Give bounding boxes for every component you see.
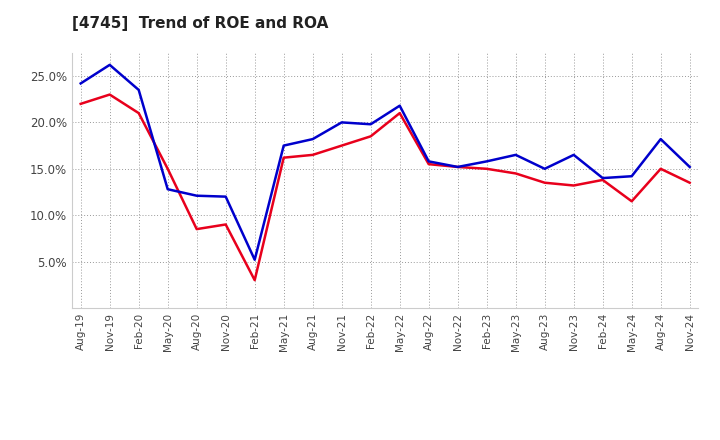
ROA [221,194,230,199]
ROA [424,159,433,164]
ROE [482,166,491,172]
ROE [163,166,172,172]
ROA [657,136,665,142]
ROE [192,227,201,232]
ROA [163,187,172,192]
ROA [627,174,636,179]
ROA [541,166,549,172]
ROE [598,177,607,183]
ROA [251,257,259,262]
ROE [308,152,317,158]
ROE [685,180,694,185]
ROE [221,222,230,227]
ROE [366,134,375,139]
ROE [135,110,143,116]
ROA [338,120,346,125]
ROE [657,166,665,172]
Line: ROA: ROA [81,65,690,260]
ROE [570,183,578,188]
ROE [454,164,462,169]
ROE [627,198,636,204]
ROA [76,81,85,86]
ROA [135,87,143,92]
Text: [4745]  Trend of ROE and ROA: [4745] Trend of ROE and ROA [72,16,328,31]
ROA [308,136,317,142]
ROA [570,152,578,158]
ROA [366,121,375,127]
ROA [454,164,462,169]
ROE [105,92,114,97]
ROE [395,110,404,116]
ROA [105,62,114,67]
ROA [482,159,491,164]
ROE [279,155,288,160]
ROE [76,101,85,106]
ROA [279,143,288,148]
ROA [511,152,520,158]
ROA [598,176,607,181]
ROE [511,171,520,176]
ROE [251,278,259,283]
ROA [395,103,404,108]
ROE [338,143,346,148]
ROA [192,193,201,198]
Line: ROE: ROE [81,95,690,280]
ROE [541,180,549,185]
ROA [685,164,694,169]
ROE [424,161,433,167]
